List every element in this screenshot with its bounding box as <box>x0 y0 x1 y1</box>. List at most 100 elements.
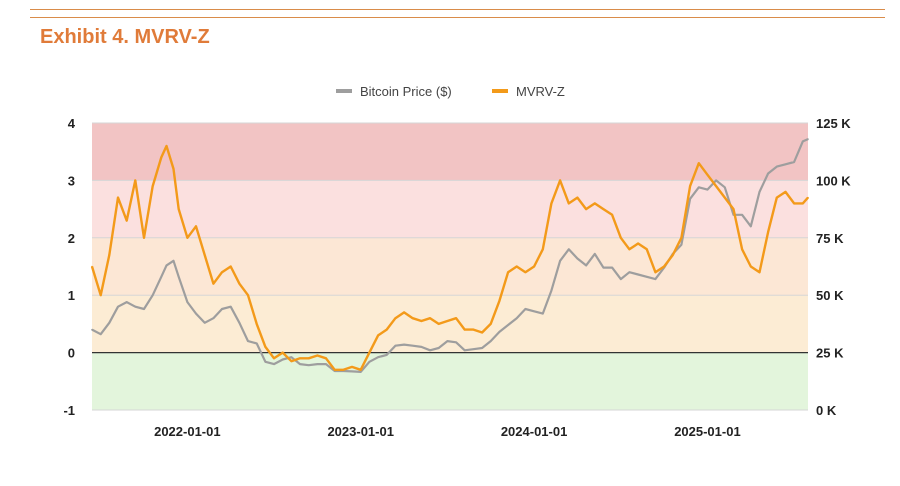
price-point <box>585 264 587 267</box>
price-point <box>801 140 804 143</box>
mvrv-point <box>602 208 605 210</box>
mvrv-point <box>403 311 405 314</box>
price-point <box>108 321 111 324</box>
y-left-tick-label: -1 <box>63 403 75 418</box>
mvrv-point <box>784 191 787 193</box>
mvrv-point <box>775 196 778 199</box>
mvrv-point <box>299 357 301 360</box>
mvrv-point <box>281 351 284 354</box>
price-point <box>264 360 267 363</box>
price-point <box>195 312 197 315</box>
price-point <box>247 340 249 342</box>
gridlines <box>92 122 808 411</box>
y-right-tick-label: 0 K <box>816 403 837 418</box>
mvrv-point <box>801 202 804 205</box>
mvrv-point <box>567 202 570 205</box>
band-3 <box>92 295 808 353</box>
chart-legend: Bitcoin Price ($) MVRV-Z <box>336 84 565 99</box>
mvrv-point <box>715 185 717 187</box>
mvrv-point <box>507 271 509 274</box>
band-4 <box>92 352 808 410</box>
mvrv-point <box>671 254 674 256</box>
mvrv-point <box>307 357 310 360</box>
price-point <box>377 356 379 358</box>
price-point <box>524 308 527 310</box>
price-point <box>680 243 683 246</box>
mvrv-point <box>559 179 561 182</box>
mvrv-point <box>498 300 501 302</box>
mvrv-point <box>437 323 440 325</box>
price-point <box>741 214 743 216</box>
y-left-tick-label: 0 <box>68 346 75 361</box>
price-point <box>767 172 769 175</box>
price-point <box>325 363 327 365</box>
mvrv-point <box>533 265 535 268</box>
mvrv-point <box>91 265 93 268</box>
price-point <box>758 191 761 193</box>
price-point <box>628 271 631 274</box>
band-2 <box>92 237 808 296</box>
mvrv-point <box>741 248 743 251</box>
price-point <box>455 341 457 344</box>
mvrv-point <box>238 282 241 285</box>
price-point <box>429 349 431 352</box>
price-point <box>411 344 414 347</box>
y-axis-left: 4 3 2 1 0 -1 <box>63 116 75 418</box>
price-point <box>619 278 622 280</box>
price-point <box>749 225 752 228</box>
price-point <box>359 371 362 373</box>
price-point <box>784 163 787 166</box>
mvrv-point <box>134 179 137 182</box>
mvrv-point <box>758 271 761 274</box>
price-point <box>463 349 466 352</box>
y-right-tick-label: 25 K <box>816 346 844 361</box>
mvrv-point <box>117 196 119 199</box>
y-right-tick-label: 100 K <box>816 173 851 188</box>
mvrv-point <box>472 328 475 331</box>
price-point <box>273 363 275 365</box>
y-left-tick-label: 3 <box>68 173 75 188</box>
mvrv-point <box>455 317 457 319</box>
price-point <box>394 344 397 347</box>
price-point <box>550 289 553 292</box>
mvrv-point <box>325 357 327 360</box>
price-point <box>255 342 258 345</box>
price-point <box>221 308 223 310</box>
price-point <box>507 324 509 326</box>
price-point <box>498 331 501 333</box>
mvrv-point <box>689 185 691 187</box>
price-point <box>715 179 717 182</box>
band-0 <box>92 123 808 181</box>
mvrv-point <box>290 360 293 363</box>
price-point <box>654 278 657 280</box>
mvrv-point <box>342 369 345 371</box>
mvrv-point <box>108 254 111 256</box>
mvrv-point <box>767 231 769 233</box>
y-right-tick-label: 75 K <box>816 231 844 246</box>
legend-label-price: Bitcoin Price ($) <box>360 84 452 99</box>
price-point <box>134 305 137 308</box>
x-axis: 2022-01-01 2023-01-01 2024-01-01 2025-01-01 <box>154 424 741 439</box>
price-point <box>807 138 809 140</box>
price-point <box>645 276 648 278</box>
mvrv-point <box>807 196 809 199</box>
price-point <box>489 340 492 342</box>
mvrv-point <box>221 271 223 274</box>
mvrv-point <box>593 202 596 205</box>
y-left-tick-label: 4 <box>68 116 76 131</box>
price-point <box>316 363 319 365</box>
mvrv-point <box>411 317 414 319</box>
mvrv-point <box>732 208 735 210</box>
price-point <box>172 259 175 262</box>
legend-label-mvrv: MVRV-Z <box>516 84 565 99</box>
x-tick-label: 2025-01-01 <box>674 424 741 439</box>
price-point <box>697 186 700 189</box>
price-point <box>229 305 232 308</box>
mvrv-point <box>143 237 145 239</box>
price-point <box>437 347 440 349</box>
price-point <box>611 266 613 269</box>
y-right-tick-label: 125 K <box>816 116 851 131</box>
price-point <box>177 276 180 278</box>
mvrv-point <box>429 317 431 319</box>
mvrv-point <box>385 328 388 331</box>
